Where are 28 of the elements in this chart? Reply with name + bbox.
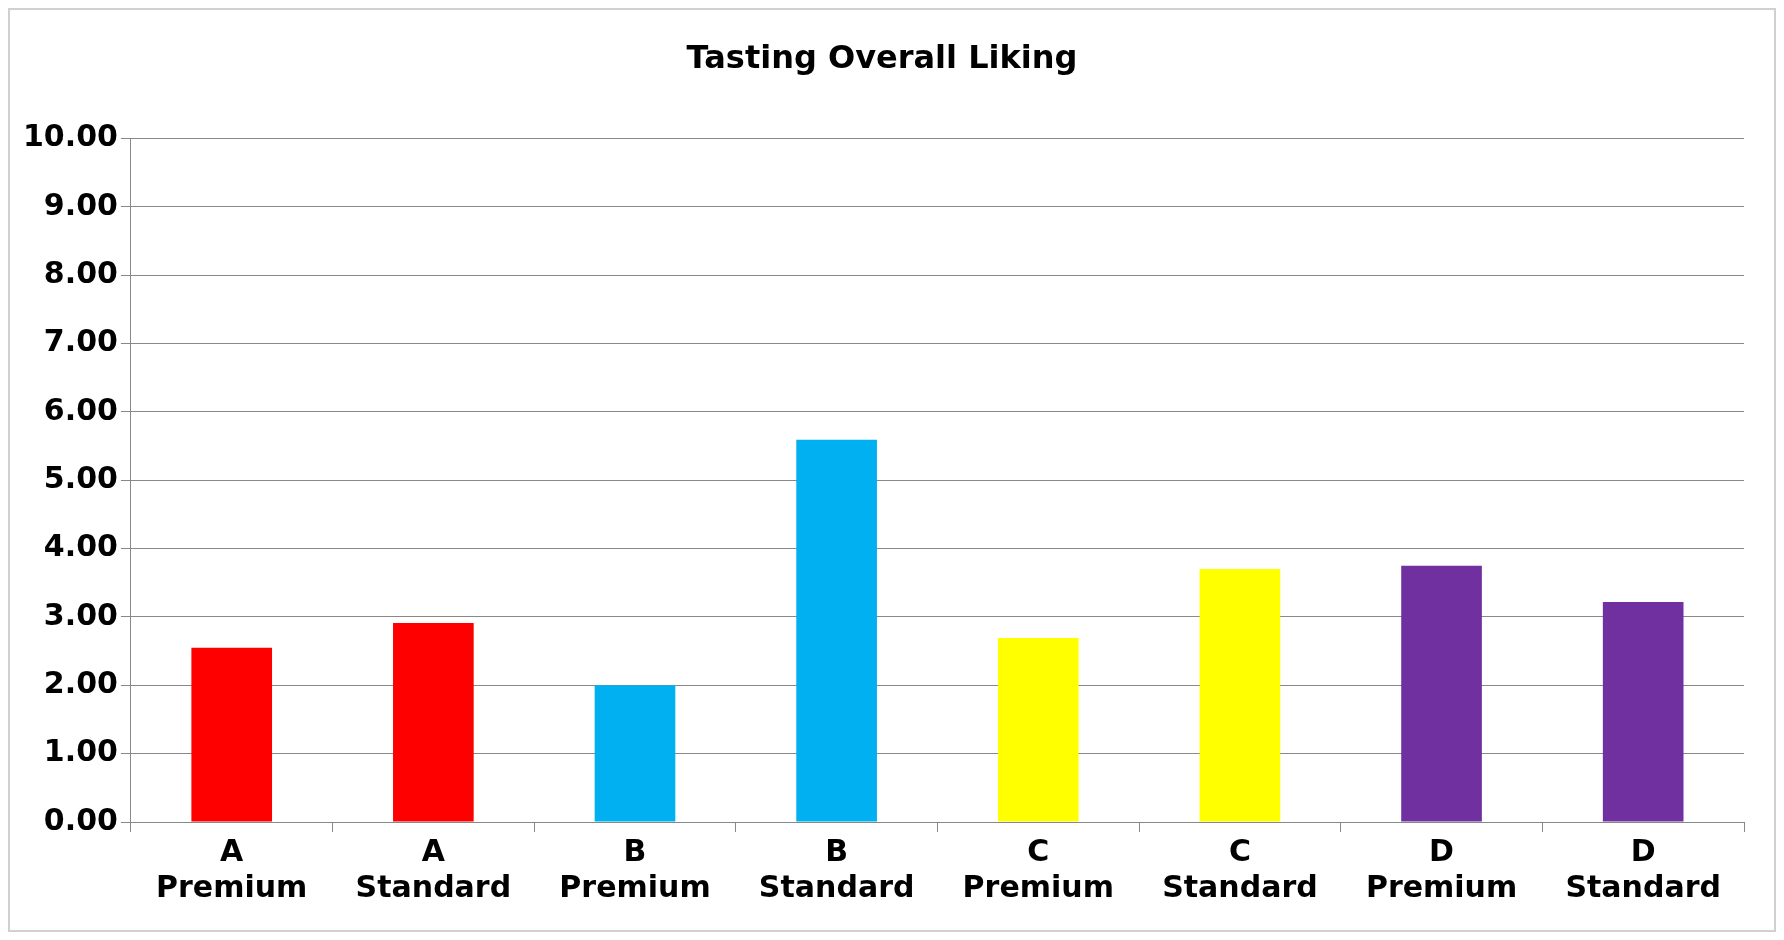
bar (1602, 601, 1684, 822)
y-tick-label: 10.00 (22, 118, 118, 154)
y-tick-label: 9.00 (43, 186, 118, 222)
bar (997, 638, 1079, 822)
bar (393, 623, 474, 822)
y-tick-label: 5.00 (43, 460, 118, 495)
x-tick-label: A Standard (355, 832, 512, 904)
bar (1199, 569, 1281, 822)
chart-title: Tasting Overall Liking (686, 37, 1078, 76)
x-tick-label: D Premium (1365, 832, 1518, 904)
bar (796, 439, 877, 822)
y-tick-label: 7.00 (43, 323, 118, 359)
x-tick-label: C Premium (962, 832, 1114, 904)
y-tick-label: 6.00 (43, 391, 118, 427)
x-tick-label: B Standard (758, 832, 915, 904)
x-tick-label: C Standard (1162, 832, 1318, 904)
y-tick-label: 0.00 (43, 801, 118, 837)
y-tick-label: 4.00 (43, 528, 118, 564)
y-tick-label: 8.00 (43, 254, 118, 290)
y-tick-label: 1.00 (43, 733, 118, 769)
bar (594, 685, 676, 822)
y-tick-label: 2.00 (43, 665, 118, 701)
x-tick-label: D Standard (1565, 832, 1721, 904)
bar (1401, 565, 1482, 822)
y-tick-label: 3.00 (43, 596, 118, 632)
x-tick-label: A Premium (156, 832, 308, 904)
x-tick-label: B Premium (559, 832, 711, 904)
bar (191, 647, 273, 822)
